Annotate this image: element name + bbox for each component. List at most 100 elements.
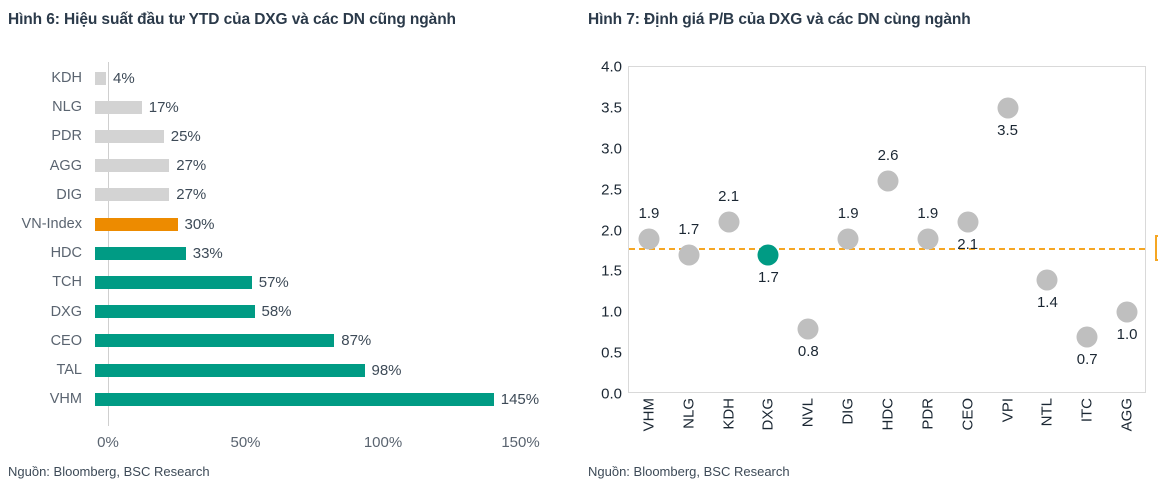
bar-value-label: 57%	[258, 273, 289, 291]
bar-value-label: 145%	[500, 390, 540, 408]
scatter-y-tick-label: 1.0	[601, 303, 622, 321]
scatter-y-tick-label: 0.0	[601, 385, 622, 403]
plot-frame: 0.0 0.5 1.0 1.5 2.0 2.5 3.0 3.5 4.0 1.78 1.9 VHM 1.7…	[601, 59, 1158, 431]
scatter-point[interactable]	[917, 228, 939, 250]
bar-value-label: 4%	[113, 69, 135, 87]
bar-chart-y-axis-line	[108, 62, 109, 426]
scatter-point-label: 1.7	[678, 221, 700, 239]
bar-row: NLG 17%	[0, 93, 580, 121]
scatter-y-tick-label: 3.0	[601, 140, 622, 158]
bar-row: PDR 25%	[0, 122, 580, 150]
bar-row: CEO 87%	[0, 327, 580, 355]
bar-row: DXG 58%	[0, 298, 580, 326]
bar-fill[interactable]	[95, 334, 335, 348]
scatter-x-tick-label: VHM	[640, 398, 658, 432]
scatter-point-label: 2.6	[877, 147, 899, 165]
scatter-point[interactable]	[797, 318, 819, 340]
scatter-point[interactable]	[1116, 301, 1138, 323]
bar-x-tick-label: 50%	[230, 434, 261, 451]
scatter-y-tick-label: 3.5	[601, 99, 622, 117]
scatter-point[interactable]	[957, 211, 979, 233]
reference-line	[629, 248, 1145, 251]
bar-track: 58%	[95, 298, 580, 326]
bar-category-label: PDR	[51, 128, 82, 145]
bar-category-label: HDC	[50, 245, 82, 262]
scatter-point[interactable]	[718, 211, 740, 233]
scatter-point-label: 1.4	[1036, 293, 1058, 311]
bar-category-label: TAL	[56, 362, 82, 378]
scatter-y-tick-label: 1.5	[601, 262, 622, 280]
bar-track: 25%	[95, 122, 580, 150]
bar-category-label: TCH	[52, 274, 82, 291]
scatter-x-tick-label: HDC	[879, 398, 897, 431]
bar-category-label: AGG	[49, 157, 82, 174]
bar-value-label: 98%	[371, 361, 402, 379]
bar-track: 30%	[95, 210, 580, 238]
scatter-point[interactable]	[1076, 326, 1098, 348]
figure-7-title: Hình 7: Định giá P/B của DXG và các DN c…	[588, 11, 971, 28]
bar-fill[interactable]	[95, 188, 170, 202]
bar-category-label: NLG	[52, 99, 82, 116]
scatter-point[interactable]	[837, 228, 859, 250]
bar-track: 17%	[95, 93, 580, 121]
bar-track: 145%	[95, 385, 580, 413]
scatter-x-tick-label: VPI	[999, 398, 1017, 423]
bar-fill[interactable]	[95, 159, 170, 173]
scatter-point-label: 1.9	[638, 204, 660, 222]
bar-fill[interactable]	[95, 305, 255, 319]
scatter-x-tick-label: NLG	[680, 398, 698, 429]
scatter-point[interactable]	[638, 228, 660, 250]
bar-value-label: 25%	[170, 127, 201, 145]
bar-category-label: VHM	[49, 391, 82, 408]
bar-row: KDH 4%	[0, 64, 580, 92]
bar-row: DIG 27%	[0, 181, 580, 209]
bar-fill[interactable]	[95, 275, 252, 289]
bar-value-label: 30%	[184, 215, 215, 233]
scatter-point-label: 0.8	[797, 342, 819, 360]
scatter-point-label: 0.7	[1076, 350, 1098, 368]
scatter-x-tick-label: AGG	[1118, 398, 1136, 432]
scatter-x-tick-label: KDH	[720, 398, 738, 430]
scatter-point-label: 1.0	[1116, 326, 1138, 344]
bar-x-tick-label: 0%	[97, 434, 119, 451]
scatter-point[interactable]	[757, 244, 779, 266]
scatter-x-tick-label: DIG	[839, 398, 857, 425]
bar-row: AGG 27%	[0, 152, 580, 180]
bar-fill[interactable]	[95, 71, 106, 85]
bar-fill[interactable]	[95, 363, 365, 377]
bar-track: 27%	[95, 152, 580, 180]
bar-category-label: CEO	[50, 332, 82, 349]
bar-fill[interactable]	[95, 246, 186, 260]
scatter-point[interactable]	[997, 97, 1019, 119]
bar-chart-x-axis: 0% 50% 100% 150%	[0, 428, 580, 456]
scatter-point[interactable]	[678, 244, 700, 266]
scatter-x-tick-label: NTL	[1038, 398, 1056, 427]
bar-value-label: 33%	[192, 244, 223, 262]
bar-fill[interactable]	[95, 129, 164, 143]
reference-line-badge: 1.78	[1155, 235, 1158, 262]
bar-fill[interactable]	[95, 217, 178, 231]
scatter-chart: 0.0 0.5 1.0 1.5 2.0 2.5 3.0 3.5 4.0 1.78 1.9 VHM 1.7…	[580, 58, 1158, 458]
bar-track: 57%	[95, 268, 580, 296]
scatter-y-tick-label: 2.5	[601, 181, 622, 199]
scatter-point-label: 2.1	[957, 236, 979, 254]
scatter-point[interactable]	[877, 170, 899, 192]
scatter-x-tick-label: PDR	[919, 398, 937, 430]
scatter-y-tick-label: 2.0	[601, 222, 622, 239]
bar-value-label: 58%	[261, 303, 292, 321]
bar-row: VN-Index 30%	[0, 210, 580, 238]
figure-6-panel: Hình 6: Hiệu suất đầu tư YTD của DXG và …	[0, 11, 580, 479]
bar-track: 33%	[95, 239, 580, 267]
bar-row: VHM 145%	[0, 385, 580, 413]
bar-fill[interactable]	[95, 100, 142, 114]
bar-track: 87%	[95, 327, 580, 355]
bar-track: 4%	[95, 64, 580, 92]
scatter-point-label: 1.7	[758, 269, 779, 287]
bar-row: TCH 57%	[0, 268, 580, 296]
bar-value-label: 87%	[341, 332, 372, 350]
scatter-x-tick-label: CEO	[959, 398, 977, 431]
bar-row: TAL 98%	[0, 356, 580, 384]
bar-fill[interactable]	[95, 392, 494, 406]
scatter-point[interactable]	[1036, 269, 1058, 291]
